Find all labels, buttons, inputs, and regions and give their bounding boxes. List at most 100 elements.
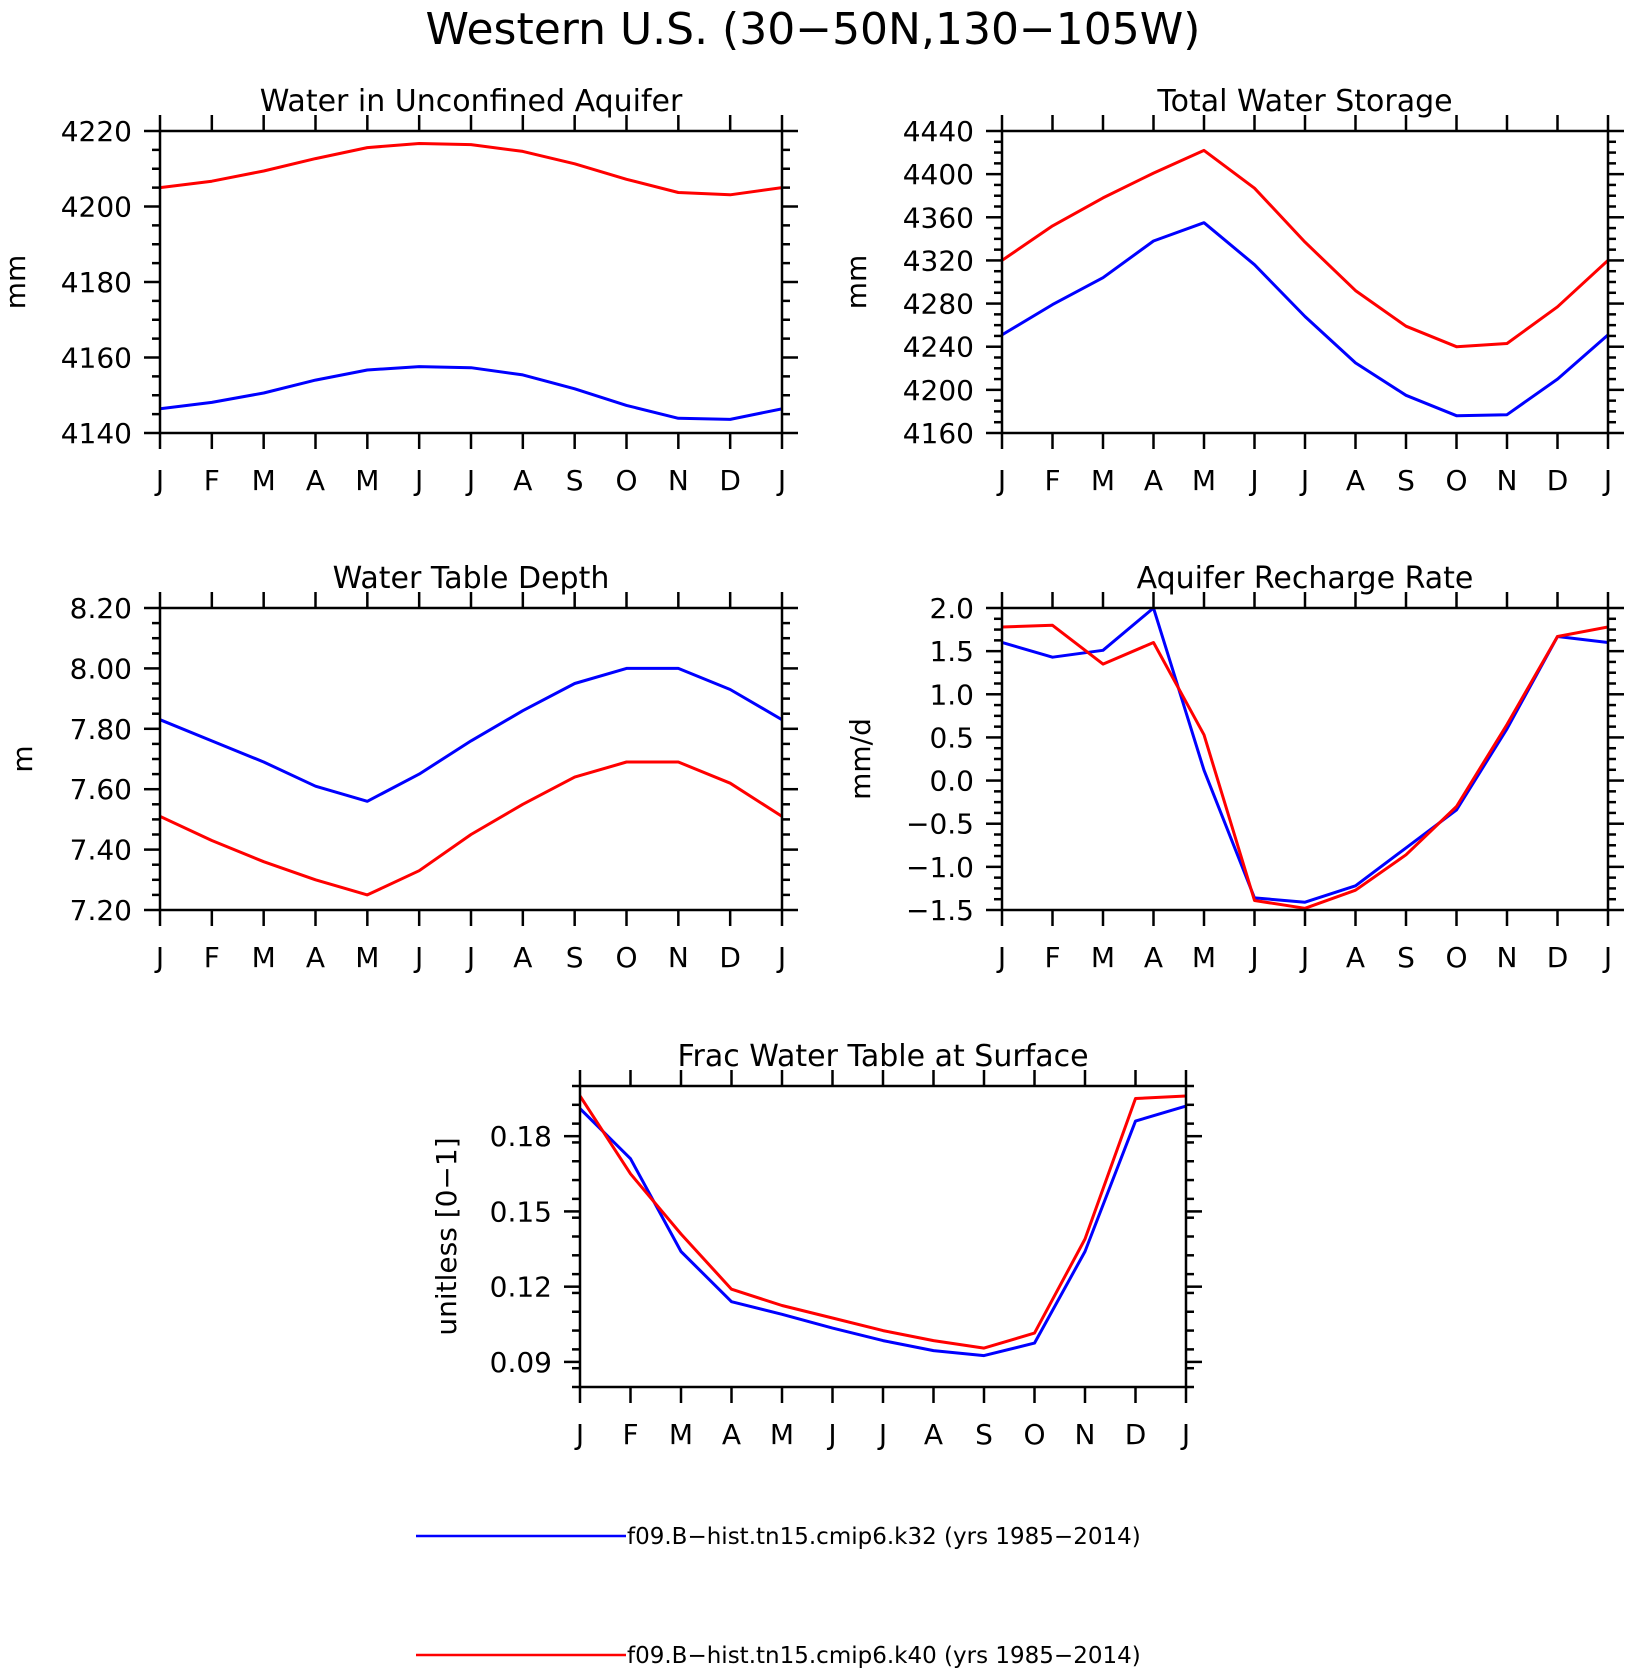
x-tick-label: N: [668, 464, 689, 497]
x-tick-label: M: [669, 1418, 693, 1451]
y-tick-label: 1.0: [929, 678, 974, 711]
x-tick-label: F: [1044, 941, 1060, 974]
x-tick-label: O: [615, 941, 637, 974]
x-tick-label: J: [413, 464, 423, 497]
x-tick-label: O: [1445, 941, 1467, 974]
y-tick-label: 4160: [903, 417, 974, 450]
x-tick-label: N: [1075, 1418, 1096, 1451]
y-tick-label: 4160: [61, 342, 132, 375]
x-tick-label: J: [465, 464, 475, 497]
y-tick-label: 7.80: [70, 713, 132, 746]
x-tick-label: J: [1299, 464, 1309, 497]
y-tick-label: 4360: [903, 201, 974, 234]
y-axis-label: mm/d: [844, 718, 877, 800]
x-tick-label: F: [204, 941, 220, 974]
x-tick-label: J: [154, 464, 164, 497]
x-tick-label: A: [1144, 941, 1163, 974]
y-axis-label: m: [6, 745, 39, 772]
y-tick-label: 0.5: [929, 721, 974, 754]
y-tick-label: 8.20: [70, 592, 132, 625]
y-tick-label: 0.09: [490, 1346, 552, 1379]
legend: f09.B−hist.tn15.cmip6.k32 (yrs 1985−2014…: [416, 1524, 1141, 1669]
plot-frame: [158, 129, 784, 435]
y-axis-label: unitless [0−1]: [430, 1137, 463, 1335]
x-tick-label: M: [1091, 941, 1115, 974]
y-tick-label: −1.5: [906, 894, 974, 927]
x-tick-label: M: [252, 941, 276, 974]
y-axis-label: mm: [840, 255, 873, 310]
y-tick-label: 7.20: [70, 894, 132, 927]
y-tick-label: 0.12: [490, 1271, 552, 1304]
y-tick-label: 4220: [61, 115, 132, 148]
y-axis-label: mm: [0, 255, 32, 310]
x-tick-label: J: [413, 941, 423, 974]
panel-title: Water Table Depth: [333, 561, 610, 596]
x-tick-label: F: [622, 1418, 638, 1451]
x-tick-label: J: [1602, 464, 1612, 497]
x-tick-label: D: [1547, 941, 1569, 974]
x-tick-label: J: [776, 464, 786, 497]
y-tick-label: 4200: [903, 374, 974, 407]
legend-label: f09.B−hist.tn15.cmip6.k40 (yrs 1985−2014…: [627, 1643, 1141, 1669]
x-tick-label: M: [252, 464, 276, 497]
x-tick-label: O: [615, 464, 637, 497]
x-tick-label: S: [566, 464, 584, 497]
y-tick-label: 8.00: [70, 652, 132, 685]
x-tick-label: S: [1397, 464, 1415, 497]
legend-item: f09.B−hist.tn15.cmip6.k40 (yrs 1985−2014…: [416, 1643, 1141, 1669]
panel-title: Frac Water Table at Surface: [677, 1039, 1088, 1074]
x-tick-label: A: [306, 464, 325, 497]
y-tick-label: 0.15: [490, 1195, 552, 1228]
x-tick-label: J: [826, 1418, 836, 1451]
x-tick-label: M: [1192, 941, 1216, 974]
y-tick-label: 4280: [903, 288, 974, 321]
x-tick-label: J: [1180, 1418, 1190, 1451]
y-tick-label: 4180: [61, 266, 132, 299]
x-tick-label: F: [1044, 464, 1060, 497]
x-tick-label: A: [1346, 941, 1365, 974]
x-tick-label: M: [355, 941, 379, 974]
x-tick-label: F: [204, 464, 220, 497]
x-tick-label: A: [722, 1418, 741, 1451]
plot-frame: [1000, 129, 1610, 435]
legend-item: f09.B−hist.tn15.cmip6.k32 (yrs 1985−2014…: [416, 1524, 1141, 1550]
y-tick-label: 4200: [61, 191, 132, 224]
panel-title: Aquifer Recharge Rate: [1137, 561, 1474, 596]
x-tick-label: D: [1547, 464, 1569, 497]
x-tick-label: N: [1497, 464, 1518, 497]
series-line-k40: [1002, 148, 1608, 349]
x-tick-label: M: [1091, 464, 1115, 497]
x-tick-label: N: [1497, 941, 1518, 974]
x-tick-label: J: [996, 941, 1006, 974]
x-tick-label: D: [1125, 1418, 1147, 1451]
series-line-k32: [580, 1104, 1186, 1358]
legend-label: f09.B−hist.tn15.cmip6.k32 (yrs 1985−2014…: [627, 1524, 1141, 1550]
x-tick-label: O: [1445, 464, 1467, 497]
y-tick-label: 4440: [903, 115, 974, 148]
plot-frame: [158, 606, 784, 912]
plot-frame: [578, 1084, 1188, 1389]
x-tick-label: J: [1299, 941, 1309, 974]
x-tick-label: M: [770, 1418, 794, 1451]
y-tick-label: 2.0: [929, 592, 974, 625]
x-tick-label: A: [1346, 464, 1365, 497]
panel-title: Water in Unconfined Aquifer: [260, 84, 683, 119]
x-tick-label: A: [1144, 464, 1163, 497]
series-line-k32: [160, 666, 782, 803]
x-tick-label: D: [719, 941, 741, 974]
x-tick-label: J: [877, 1418, 887, 1451]
plot-frame: [1000, 606, 1610, 912]
x-tick-label: A: [924, 1418, 943, 1451]
x-tick-label: N: [668, 941, 689, 974]
panel-title: Total Water Storage: [1156, 84, 1452, 119]
y-tick-label: 4240: [903, 331, 974, 364]
x-tick-label: O: [1023, 1418, 1045, 1451]
x-tick-label: J: [574, 1418, 584, 1451]
series-line-k40: [580, 1094, 1186, 1350]
x-tick-label: J: [1602, 941, 1612, 974]
series-line-k32: [1002, 608, 1608, 904]
